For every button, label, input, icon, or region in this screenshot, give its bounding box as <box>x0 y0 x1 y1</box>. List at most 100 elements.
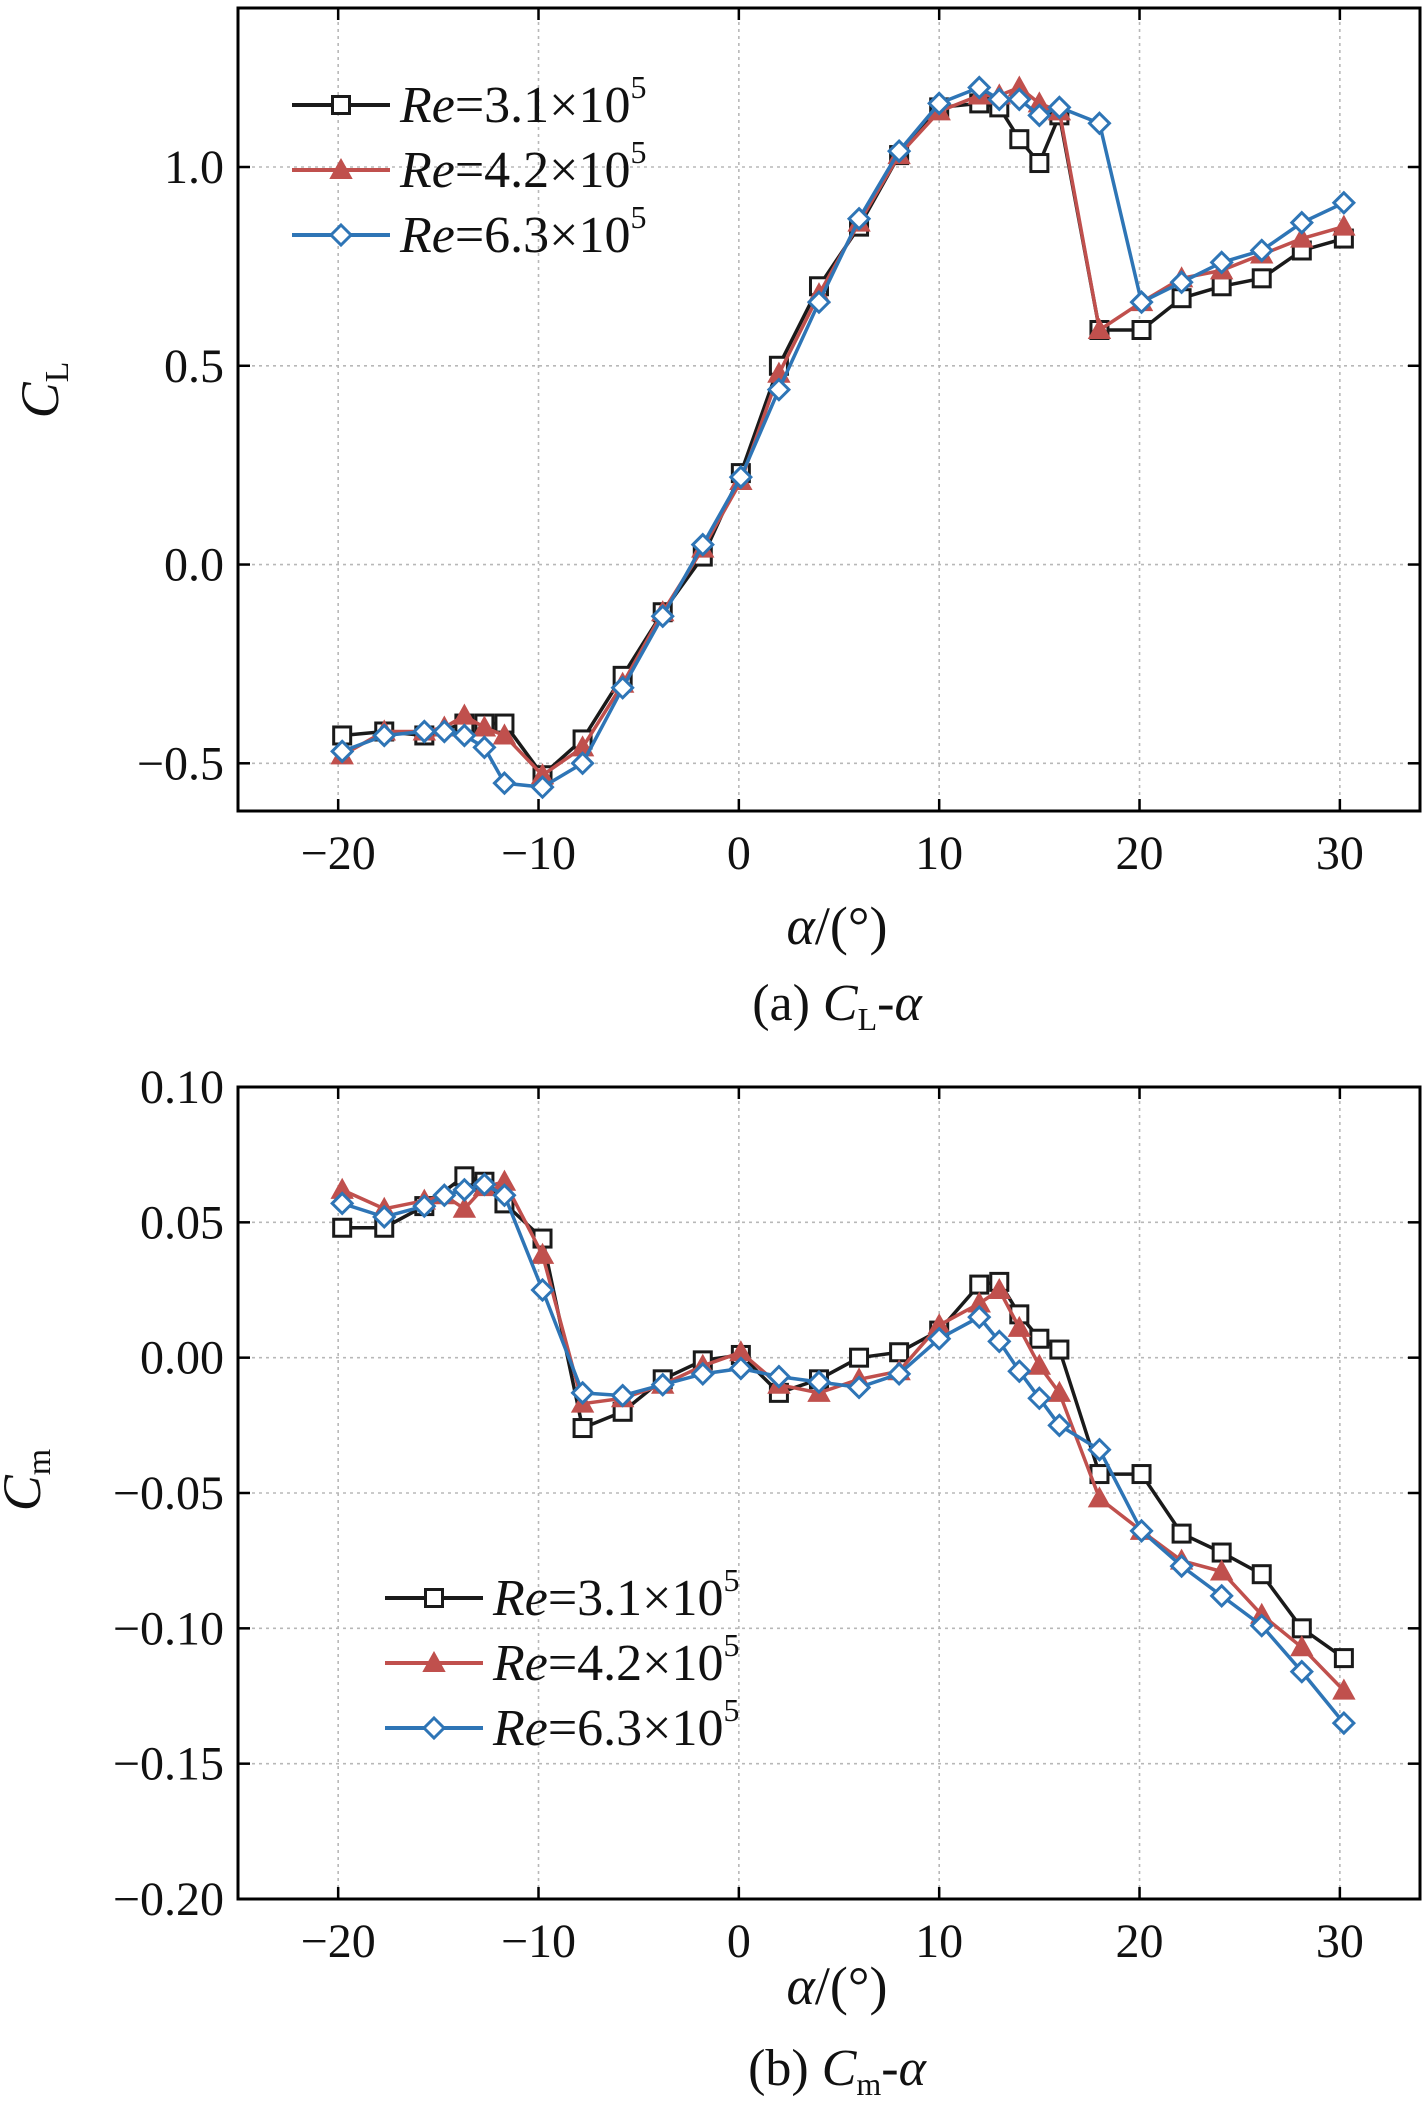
data-point <box>1211 276 1232 297</box>
panel-b-series-2 <box>330 1169 1356 1700</box>
data-point <box>1087 1437 1112 1462</box>
data-point <box>1027 103 1052 128</box>
data-point <box>1211 1542 1232 1563</box>
panel-b-xlabel: α/(°) <box>787 1956 888 2016</box>
data-point <box>372 1204 397 1230</box>
data-point <box>492 723 517 745</box>
y-tick-label: −0.10 <box>113 1602 224 1655</box>
data-point <box>927 91 952 116</box>
x-tick-label: 10 <box>915 1915 963 1968</box>
data-point <box>330 1191 355 1216</box>
data-point <box>1290 1635 1314 1657</box>
caption-alpha: α <box>894 975 923 1032</box>
data-point <box>766 1364 792 1389</box>
caption-prefix: (a) <box>752 975 823 1032</box>
panel-a-ylabel: CL <box>10 362 76 419</box>
caption-var: C <box>822 2040 858 2097</box>
legend-re: Re <box>492 1700 548 1757</box>
data-point <box>1289 210 1314 235</box>
legend-marker <box>329 157 353 179</box>
data-point <box>1249 238 1274 263</box>
caption-alpha: α <box>899 2040 928 2097</box>
data-point <box>570 751 595 776</box>
data-point <box>1087 1486 1112 1508</box>
legend-re: Re <box>399 77 455 134</box>
data-point <box>967 1304 992 1330</box>
panel-a-frame <box>236 6 1422 813</box>
x-tick-label: −10 <box>501 827 576 880</box>
data-point <box>1291 1618 1312 1639</box>
panel-a-grid <box>238 8 1420 811</box>
xlabel-unit: /(°) <box>815 1956 888 2016</box>
data-point <box>530 1277 555 1303</box>
data-point <box>1131 1464 1152 1485</box>
data-point <box>1007 1359 1032 1384</box>
data-point <box>806 290 832 315</box>
data-point <box>1332 214 1356 236</box>
caption-var: C <box>823 975 859 1032</box>
ylabel-var: C <box>10 381 70 418</box>
x-tick-label: 0 <box>727 1915 751 1968</box>
data-point <box>967 75 992 100</box>
legend-entry: Re=6.3×105 <box>399 199 647 264</box>
legend-re: Re <box>492 1570 548 1627</box>
legend-marker <box>424 1588 444 1608</box>
data-point <box>1169 1553 1194 1579</box>
data-point <box>1007 87 1032 112</box>
panel-b: −20 −10 0 10 20 30 −0.20 −0.15 −0.10 −0.05 0.00 0.0… <box>0 1061 1422 2102</box>
y-tick-label: −0.05 <box>113 1467 224 1520</box>
data-point <box>1209 1559 1234 1581</box>
legend-entry: Re=4.2×105 <box>492 1627 740 1692</box>
legend-re: Re <box>492 1635 548 1692</box>
data-point <box>330 739 355 764</box>
data-point <box>728 464 753 490</box>
data-point <box>650 604 675 629</box>
data-point <box>1029 1328 1050 1349</box>
data-point <box>472 1172 497 1197</box>
legend-entry: Re=4.2×105 <box>399 134 647 199</box>
legend-marker <box>421 1715 447 1741</box>
xlabel-var: α <box>787 1956 817 2016</box>
xlabel-var: α <box>787 896 817 956</box>
data-point <box>849 1347 870 1368</box>
x-tick-label: 20 <box>1116 827 1164 880</box>
x-tick-label: −20 <box>301 827 376 880</box>
data-point <box>728 1356 753 1381</box>
data-point <box>472 735 497 760</box>
data-point <box>412 1193 437 1219</box>
data-point <box>372 723 397 748</box>
data-point <box>690 1361 715 1387</box>
data-point <box>987 1277 1011 1299</box>
y-tick-label: 1.0 <box>164 141 224 194</box>
data-point <box>1131 319 1152 340</box>
ylabel-var: C <box>0 1474 52 1511</box>
data-point <box>432 1183 457 1208</box>
data-point <box>452 1177 477 1202</box>
data-point <box>1009 129 1030 150</box>
panel-a: −20 −10 0 10 20 30−0.50.00.51.0Re=3.1×105Re=4… <box>10 6 1422 1037</box>
data-point <box>1251 268 1272 289</box>
data-point <box>530 1242 555 1264</box>
data-point <box>766 377 792 402</box>
legend-exponent: 5 <box>724 1692 740 1728</box>
caption-prefix: (b) <box>748 2040 822 2097</box>
data-point <box>1049 1339 1070 1360</box>
y-tick-label: −0.20 <box>113 1873 224 1926</box>
legend-re: Re <box>399 207 455 264</box>
y-tick-label: 0.00 <box>140 1332 224 1385</box>
y-tick-label: −0.5 <box>137 737 224 790</box>
data-point <box>610 675 635 700</box>
panel-a-ticks: −20 −10 0 10 20 30 −0.5 0.0 0.5 1.0 <box>137 8 1420 880</box>
data-point <box>846 206 872 231</box>
legend-marker <box>422 1650 446 1672</box>
data-point <box>492 1183 517 1208</box>
panel-b-series-1 <box>332 1166 1354 1669</box>
panel-b-series-3 <box>330 1172 1356 1736</box>
legend-value: =6.3×10 <box>548 1700 724 1757</box>
data-point <box>650 1372 675 1397</box>
data-point <box>1331 190 1356 215</box>
legend-value: =4.2×10 <box>455 142 631 199</box>
panel-b-caption: (b) Cm-α <box>748 2040 928 2102</box>
y-tick-label: −0.15 <box>113 1738 224 1791</box>
